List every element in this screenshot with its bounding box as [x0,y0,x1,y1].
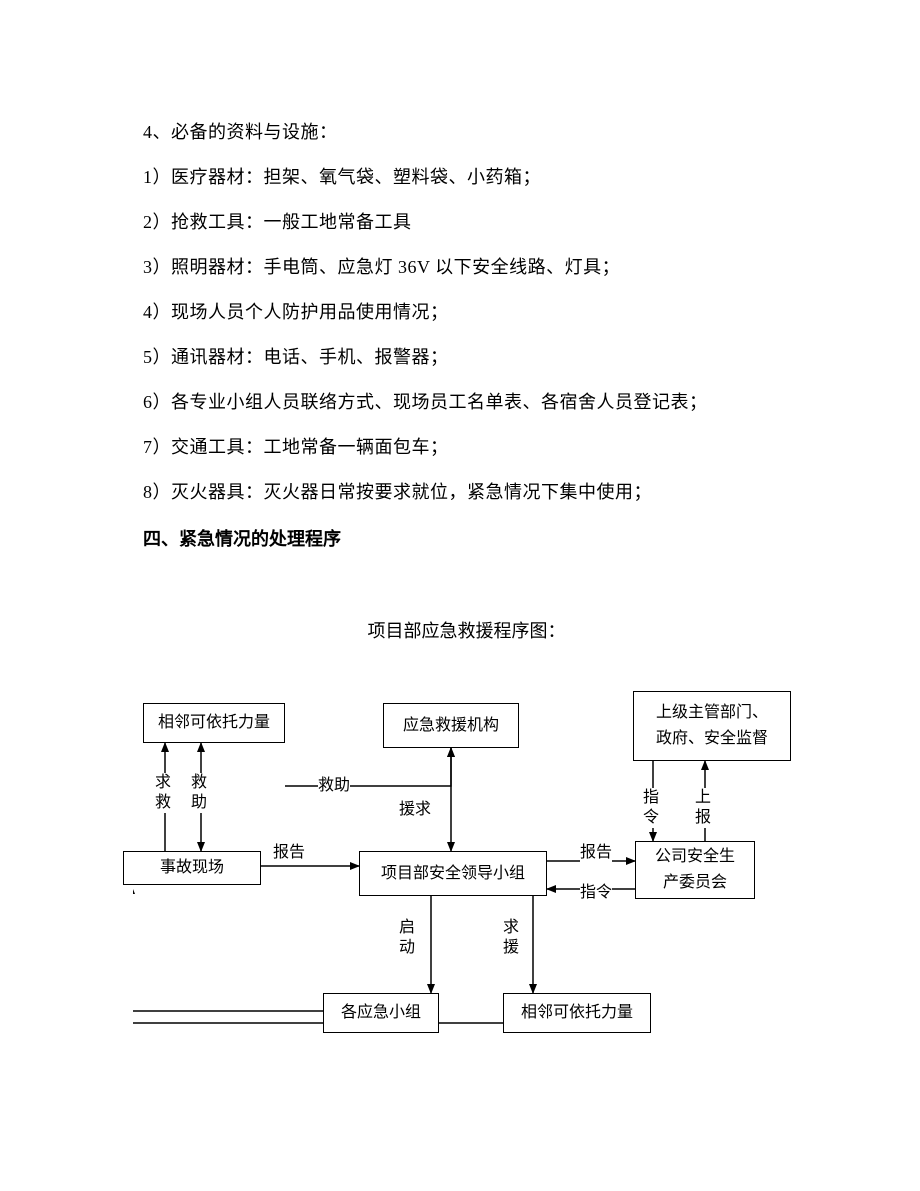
list-item: 1）医疗器材：担架、氧气袋、塑料袋、小药箱； [143,155,790,200]
edge-label-qiuyuan: 求 援 [503,918,519,958]
edge-label-qidong: 启 动 [399,918,415,958]
list-item: 6）各专业小组人员联络方式、现场员工名单表、各宿舍人员登记表； [143,380,790,425]
list-item: 3）照明器材：手电筒、应急灯 36V 以下安全线路、灯具； [143,245,790,290]
list-item: 2）抢救工具：一般工地常备工具 [143,200,790,245]
edge-label-jiuzhu1: 救 助 [191,773,207,813]
edge-label-baogao2: 报告 [580,843,612,863]
edge-label-yuanqiu: 援求 [399,800,431,820]
list-item: 5）通讯器材：电话、手机、报警器； [143,335,790,380]
flowchart: 相邻可依托力量应急救援机构上级主管部门、政府、安全监督事故现场项目部安全领导小组… [133,703,833,1123]
flowchart-node-neighbor_bot: 相邻可依托力量 [503,993,651,1033]
connector-11 [133,885,323,1011]
list-item: 4）现场人员个人防护用品使用情况； [143,290,790,335]
flowchart-node-neighbor_top: 相邻可依托力量 [143,703,285,743]
edge-label-zhiling2: 指令 [580,883,612,903]
flowchart-node-company: 公司安全生产委员会 [635,841,755,899]
list-item: 4、必备的资料与设施： [143,110,790,155]
diagram-title: 项目部应急救援程序图： [143,617,790,643]
flowchart-node-rescue_org: 应急救援机构 [383,703,519,748]
connector-12 [133,885,503,1023]
flowchart-connectors [133,703,833,1123]
list-item: 7）交通工具：工地常备一辆面包车； [143,425,790,470]
edge-label-baogao1: 报告 [273,843,305,863]
flowchart-node-superior: 上级主管部门、政府、安全监督 [633,691,791,761]
list-item: 8）灭火器具：灭火器日常按要求就位，紧急情况下集中使用； [143,470,790,515]
edge-label-shangbao: 上 报 [695,788,711,828]
flowchart-node-project: 项目部安全领导小组 [359,851,547,896]
section-heading: 四、紧急情况的处理程序 [143,517,790,562]
edge-label-zhiling1: 指 令 [643,788,659,828]
edge-label-qiujiu: 求 救 [155,773,171,813]
flowchart-node-teams: 各应急小组 [323,993,439,1033]
connector-2 [285,748,451,786]
flowchart-node-scene: 事故现场 [123,851,261,885]
edge-label-jiuzhu2: 救助 [318,776,350,796]
